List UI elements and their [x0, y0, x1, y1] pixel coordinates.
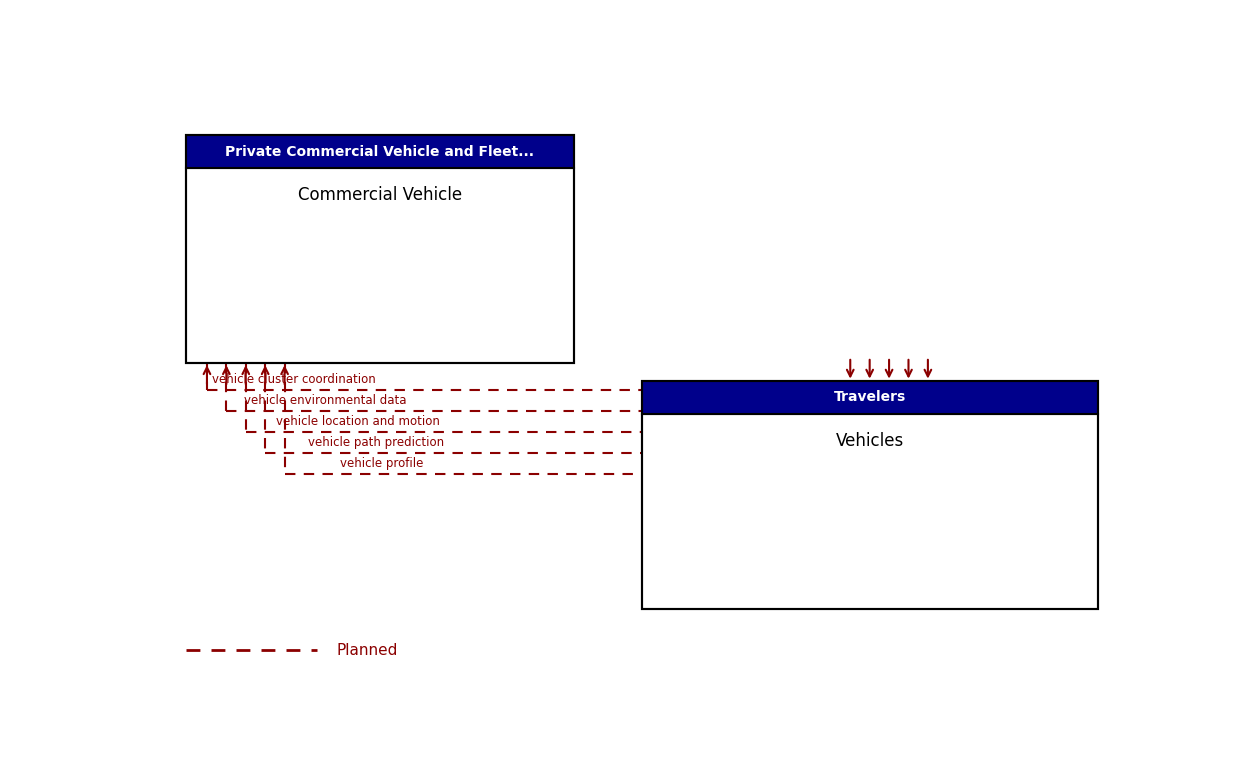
Bar	[185, 135, 573, 363]
Text: Commercial Vehicle: Commercial Vehicle	[298, 186, 462, 204]
Bar	[185, 135, 573, 168]
Text: Private Commercial Vehicle and Fleet...: Private Commercial Vehicle and Fleet...	[225, 145, 535, 159]
Text: vehicle profile: vehicle profile	[339, 457, 423, 470]
Text: vehicle path prediction: vehicle path prediction	[308, 436, 444, 449]
Text: vehicle location and motion: vehicle location and motion	[275, 415, 439, 428]
Text: Travelers: Travelers	[834, 391, 905, 405]
Text: vehicle environmental data: vehicle environmental data	[244, 394, 407, 407]
Bar	[641, 381, 1098, 414]
Text: Planned: Planned	[336, 643, 397, 658]
Bar	[641, 414, 1098, 608]
Text: vehicle cluster coordination: vehicle cluster coordination	[212, 373, 376, 386]
Bar	[641, 381, 1098, 608]
Bar	[185, 168, 573, 363]
Text: Vehicles: Vehicles	[835, 432, 904, 450]
